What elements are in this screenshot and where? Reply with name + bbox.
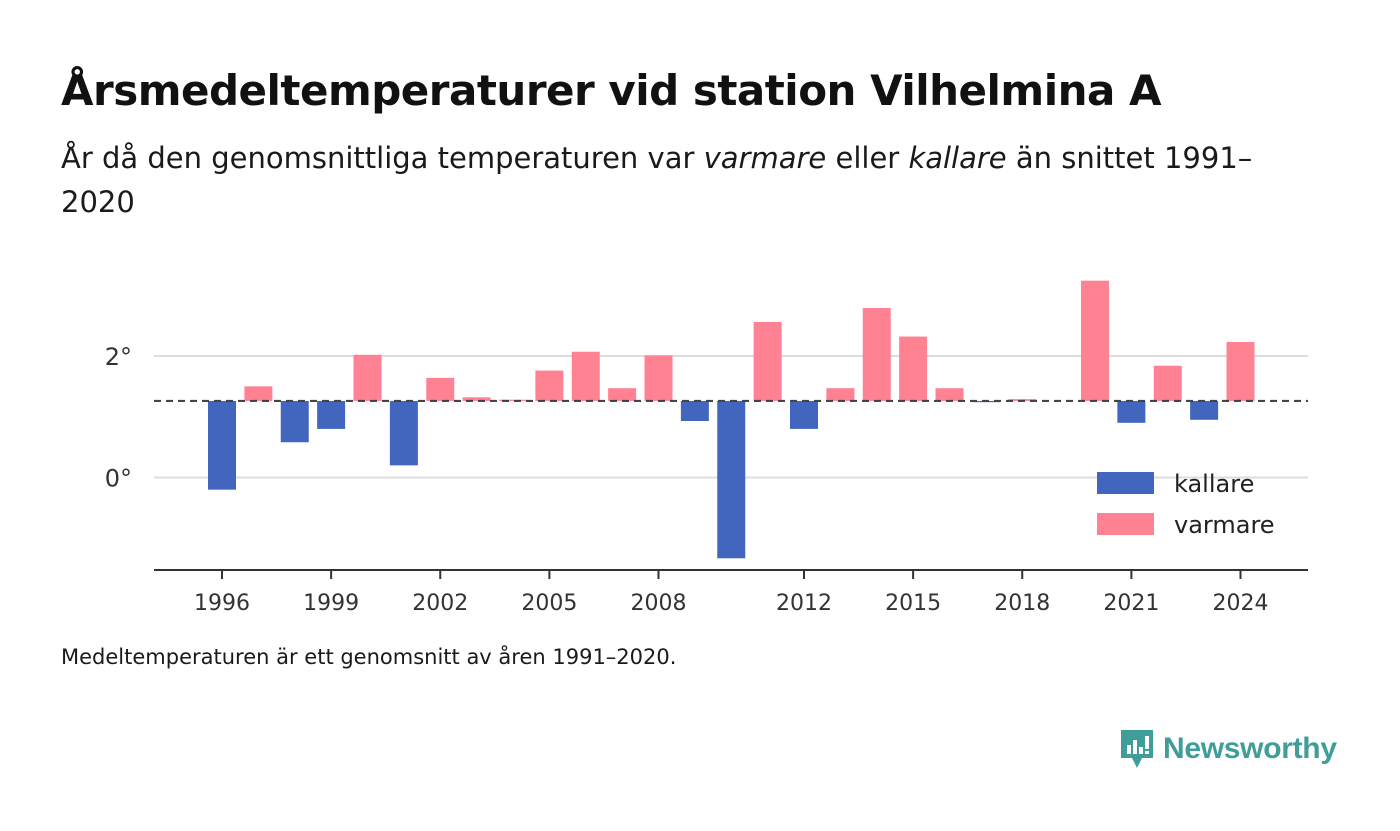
brand-name: Newsworthy	[1163, 732, 1337, 765]
y-tick-label: 2°	[105, 343, 132, 371]
footnote: Medeltemperaturen är ett genomsnitt av å…	[61, 645, 677, 669]
x-tick-label: 2015	[885, 591, 941, 616]
bar-2015	[899, 336, 928, 401]
bar-2024	[1226, 342, 1255, 401]
bar-2007	[608, 388, 637, 401]
x-tick-label: 2008	[631, 591, 687, 616]
bar-2010	[717, 400, 746, 559]
bar-2020	[1081, 280, 1109, 401]
bar-2008	[644, 355, 673, 401]
bar-2012	[790, 400, 818, 429]
legend-swatch-varmare	[1097, 513, 1154, 535]
x-tick-label: 2012	[776, 591, 832, 616]
bar-2021	[1117, 400, 1146, 423]
subtitle-part-1: År då den genomsnittliga temperaturen va…	[61, 141, 704, 175]
x-tick-label: 1999	[303, 591, 359, 616]
newsworthy-logo-icon	[1121, 730, 1153, 768]
x-tick-label: 2005	[521, 591, 577, 616]
chart-subtitle: År då den genomsnittliga temperaturen va…	[61, 136, 1311, 224]
bar-1997	[244, 386, 273, 401]
bar-2013	[826, 388, 855, 401]
legend-swatch-kallare	[1097, 472, 1154, 494]
bar-2011	[753, 321, 782, 401]
legend: kallare varmare	[1097, 470, 1275, 539]
chart-title: Årsmedeltemperaturer vid station Vilhelm…	[61, 66, 1161, 115]
subtitle-part-3: än snittet 1991–2020	[61, 141, 1253, 219]
bar-2014	[862, 308, 891, 401]
x-tick-label: 1996	[194, 591, 250, 616]
bar-2022	[1153, 365, 1182, 401]
bar-2004	[499, 399, 527, 401]
x-tick-label: 2021	[1103, 591, 1159, 616]
bar-2006	[571, 351, 600, 401]
bar-1996	[208, 400, 236, 490]
bar-2016	[935, 388, 964, 401]
bar-chart: 0° 2° 1996 1999 2002 2005 2008 2012 2015 2018 202…	[105, 280, 1308, 616]
bar-2002	[426, 377, 455, 401]
newsworthy-logo: Newsworthy	[1119, 728, 1337, 770]
bar-1999	[317, 400, 346, 429]
legend-label-kallare: kallare	[1174, 470, 1254, 498]
x-tick-label: 2002	[412, 591, 468, 616]
y-tick-label: 0°	[105, 465, 132, 493]
bar-2023	[1190, 400, 1219, 420]
bar-2009	[680, 400, 709, 422]
subtitle-emphasis-varmare: varmare	[703, 141, 827, 175]
x-tick-label: 2024	[1213, 591, 1269, 616]
bar-2000	[353, 354, 382, 401]
bars	[208, 280, 1255, 559]
bar-2001	[389, 400, 418, 466]
bar-2005	[535, 370, 564, 401]
subtitle-part-2: eller	[826, 141, 909, 175]
bar-2003	[462, 397, 491, 401]
bar-1998	[280, 400, 309, 443]
subtitle-emphasis-kallare: kallare	[908, 141, 1007, 175]
legend-label-varmare: varmare	[1174, 511, 1275, 539]
x-tick-label: 2018	[994, 591, 1050, 616]
x-axis: 1996 1999 2002 2005 2008 2012 2015 2018 2021 2024	[154, 569, 1308, 616]
